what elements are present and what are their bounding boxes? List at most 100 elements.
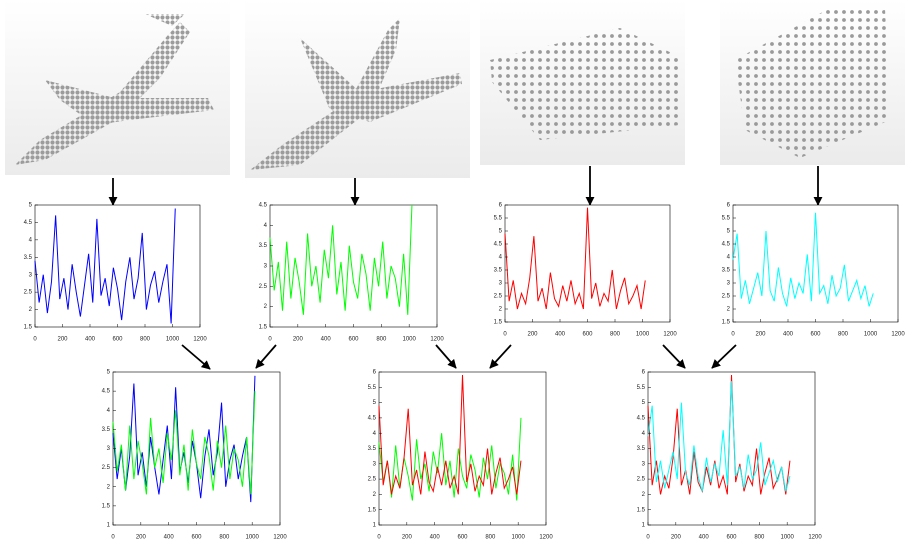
y-tick-label: 4.5 xyxy=(494,242,503,248)
x-tick-label: 600 xyxy=(726,535,737,541)
y-tick-label: 5 xyxy=(373,400,377,406)
x-tick-label: 600 xyxy=(191,535,202,541)
x-tick-label: 1200 xyxy=(539,535,553,541)
y-tick-label: 4 xyxy=(29,237,33,243)
y-tick-label: 4 xyxy=(373,431,377,437)
y-tick-label: 1.5 xyxy=(259,325,268,331)
x-tick-label: 200 xyxy=(57,337,68,343)
y-tick-label: 6 xyxy=(642,370,646,376)
x-tick-label: 1000 xyxy=(636,332,650,338)
x-tick-label: 600 xyxy=(810,332,821,338)
x-tick-label: 200 xyxy=(755,332,766,338)
y-tick-label: 5.5 xyxy=(637,385,646,391)
plane-wing xyxy=(45,80,214,125)
x-tick-label: 800 xyxy=(376,337,387,343)
x-tick-label: 800 xyxy=(219,535,230,541)
arrows xyxy=(108,166,823,370)
x-tick-label: 200 xyxy=(671,535,682,541)
x-tick-label: 1200 xyxy=(430,337,444,343)
x-tick-label: 1000 xyxy=(780,535,794,541)
bed xyxy=(490,28,682,140)
y-tick-label: 5.5 xyxy=(722,216,731,222)
plot-frame xyxy=(504,204,671,323)
y-tick-label: 4.5 xyxy=(24,220,33,226)
x-tick-label: 800 xyxy=(754,535,765,541)
x-tick-label: 0 xyxy=(268,337,272,343)
y-tick-label: 1 xyxy=(107,523,111,529)
x-tick-label: 1200 xyxy=(808,535,822,541)
y-tick-label: 4 xyxy=(107,408,111,414)
y-tick-label: 3 xyxy=(29,272,33,278)
plot-frame xyxy=(647,371,816,526)
x-tick-label: 0 xyxy=(33,337,37,343)
x-tick-label: 800 xyxy=(838,332,849,338)
y-tick-label: 2.5 xyxy=(368,477,377,483)
plot-frame xyxy=(34,204,201,328)
y-tick-label: 2.5 xyxy=(24,290,33,296)
series-line xyxy=(112,375,256,503)
arrow xyxy=(711,344,737,369)
x-tick-label: 0 xyxy=(731,332,735,338)
y-tick-label: 3 xyxy=(727,281,731,287)
plane-body xyxy=(15,22,190,165)
arrow xyxy=(489,344,512,369)
point-clouds xyxy=(5,0,905,178)
x-tick-label: 1000 xyxy=(402,337,416,343)
x-tick-label: 0 xyxy=(646,535,650,541)
x-tick-label: 400 xyxy=(321,337,332,343)
x-tick-label: 400 xyxy=(85,337,96,343)
x-tick-label: 800 xyxy=(485,535,496,541)
y-tick-label: 6 xyxy=(499,203,503,209)
series-line xyxy=(647,375,791,495)
x-tick-label: 400 xyxy=(699,535,710,541)
y-tick-label: 2 xyxy=(373,492,377,498)
x-tick-label: 1200 xyxy=(891,332,905,338)
y-tick-label: 5 xyxy=(727,229,731,235)
y-tick-label: 4 xyxy=(264,223,268,229)
x-tick-label: 200 xyxy=(402,535,413,541)
y-tick-label: 3.5 xyxy=(722,268,731,274)
y-tick-label: 2.5 xyxy=(259,284,268,290)
y-tick-label: 4.5 xyxy=(637,415,646,421)
y-tick-label: 2.5 xyxy=(102,465,111,471)
x-tick-label: 200 xyxy=(527,332,538,338)
y-tick-label: 2.5 xyxy=(494,294,503,300)
y-tick-label: 4.5 xyxy=(102,389,111,395)
y-tick-label: 3 xyxy=(373,461,377,467)
y-tick-label: 4.5 xyxy=(259,203,268,209)
x-tick-label: 1200 xyxy=(273,535,287,541)
series-line xyxy=(269,204,413,315)
x-tick-label: 600 xyxy=(457,535,468,541)
y-tick-label: 5.5 xyxy=(494,216,503,222)
y-tick-label: 1.5 xyxy=(368,507,377,513)
y-tick-label: 1.5 xyxy=(494,320,503,326)
x-tick-label: 0 xyxy=(377,535,381,541)
y-tick-label: 3 xyxy=(642,461,646,467)
x-tick-label: 600 xyxy=(112,337,123,343)
y-tick-label: 4.5 xyxy=(722,242,731,248)
x-tick-label: 200 xyxy=(293,337,304,343)
y-tick-label: 6 xyxy=(373,370,377,376)
y-tick-label: 6 xyxy=(727,203,731,209)
y-tick-label: 3.5 xyxy=(24,255,33,261)
y-tick-label: 5 xyxy=(29,203,33,209)
y-tick-label: 3 xyxy=(264,264,268,270)
y-tick-label: 2 xyxy=(29,307,33,313)
y-tick-label: 3 xyxy=(107,446,111,452)
plane-tail xyxy=(145,14,185,26)
y-tick-label: 2 xyxy=(499,307,503,313)
y-tick-label: 3.5 xyxy=(102,427,111,433)
x-tick-label: 400 xyxy=(555,332,566,338)
x-tick-label: 1000 xyxy=(166,337,180,343)
y-tick-label: 1.5 xyxy=(102,503,111,509)
x-tick-label: 400 xyxy=(164,535,175,541)
arrow xyxy=(662,344,686,369)
y-tick-label: 5 xyxy=(642,400,646,406)
y-tick-label: 4 xyxy=(727,255,731,261)
series-line xyxy=(378,375,522,495)
y-tick-label: 1 xyxy=(642,523,646,529)
y-tick-label: 5 xyxy=(499,229,503,235)
x-tick-label: 0 xyxy=(111,535,115,541)
x-tick-label: 1000 xyxy=(864,332,878,338)
